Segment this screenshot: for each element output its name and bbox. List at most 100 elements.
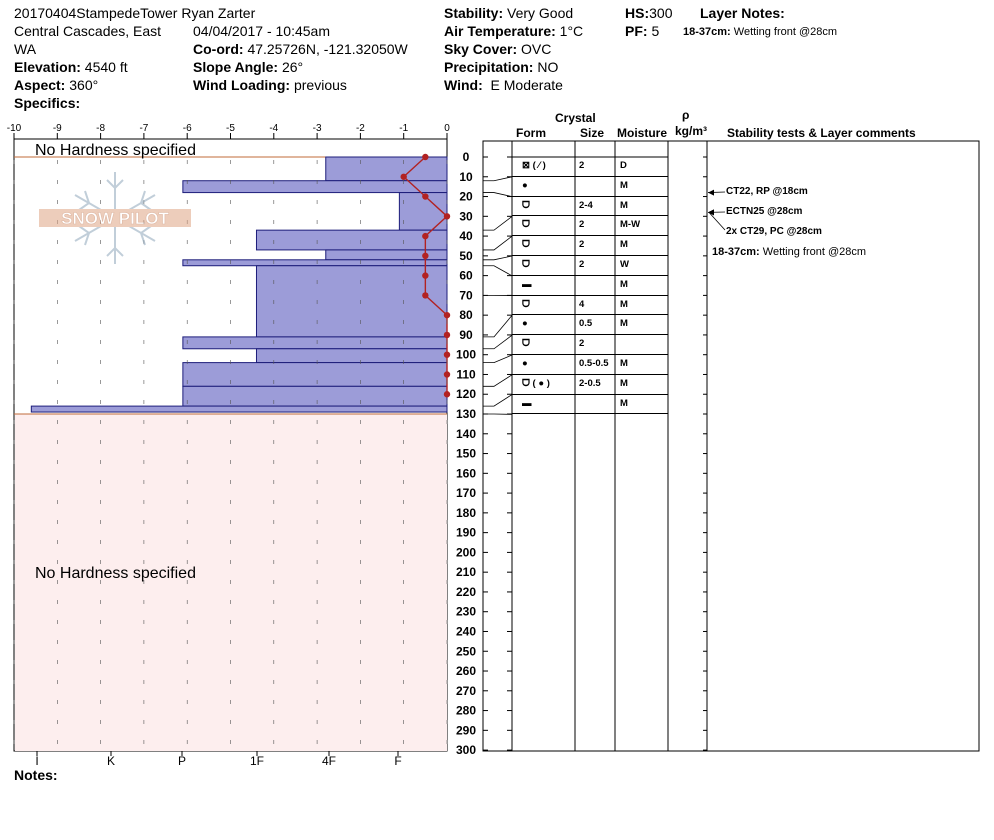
layer-row: ᗜ 4 M xyxy=(512,296,668,316)
layer-size: 2 xyxy=(579,338,585,350)
temp-tick-label: -9 xyxy=(53,123,62,134)
depth-tick-label: 40 xyxy=(459,229,473,243)
temp-tick-label: -8 xyxy=(96,123,105,134)
aspect: Aspect: 360° xyxy=(14,76,98,94)
elevation-label: Elevation: xyxy=(14,59,81,75)
temperature-point xyxy=(422,292,429,299)
sky-cover: Sky Cover: OVC xyxy=(444,40,551,58)
sky-label: Sky Cover: xyxy=(444,41,518,57)
layer-size: 2-0.5 xyxy=(579,377,601,389)
layer-row: ▬ M xyxy=(512,276,668,296)
layer-notes-label: Layer Notes: xyxy=(700,5,785,21)
layer-form: ▬ xyxy=(522,397,532,409)
logo-banner xyxy=(39,209,191,227)
layer-row: ▬ M xyxy=(512,395,668,415)
stability-arrowhead xyxy=(708,189,714,196)
depth-tick-label: 220 xyxy=(456,585,476,599)
layer-moisture: M xyxy=(620,397,628,409)
temp-tick-label: -5 xyxy=(226,123,235,134)
depth-tick-label: 190 xyxy=(456,526,476,540)
stability-value: Very Good xyxy=(507,5,574,21)
stability-label: Stability: xyxy=(444,5,504,21)
specifics-label: Specifics: xyxy=(14,95,81,111)
layer-connector xyxy=(483,176,513,182)
hardness-tick-label: K xyxy=(107,754,115,768)
hardness-bar xyxy=(182,259,448,267)
stability-test-comment: CT22, RP @18cm xyxy=(726,186,808,197)
temperature-point xyxy=(422,193,429,200)
aspect-value: 360° xyxy=(69,77,99,93)
layer-form: ᗜ xyxy=(522,259,530,270)
hs: HS:300 xyxy=(625,4,672,22)
layer-row: ᗜ 2-4 M xyxy=(512,197,668,217)
hs-value: 300 xyxy=(649,5,673,21)
slope-angle: Slope Angle: 26° xyxy=(193,58,303,76)
air-temperature: Air Temperature: 1°C xyxy=(444,22,583,40)
hardness-tick-label: 1F xyxy=(250,754,264,768)
snowpilot-logo: SNOW PILOT xyxy=(39,172,191,264)
hardness-bar xyxy=(255,265,448,338)
depth-tick-label: 0 xyxy=(463,150,470,164)
form-heading: Form xyxy=(516,126,546,140)
layer-moisture: M xyxy=(620,239,628,251)
temperature-point xyxy=(422,153,429,161)
wind: Wind: E Moderate xyxy=(444,76,563,94)
moisture-heading: Moisture xyxy=(617,126,668,140)
layer-connector xyxy=(483,255,513,261)
layer-size: 0.5 xyxy=(579,318,593,330)
temperature-point xyxy=(400,173,407,180)
stability-comments-heading: Stability tests & Layer comments xyxy=(727,126,916,140)
temperature-point xyxy=(443,351,451,358)
air-temp-value: 1°C xyxy=(559,23,584,39)
hardness-bar xyxy=(182,336,448,350)
layer-connector xyxy=(483,334,513,350)
temp-tick-label: -1 xyxy=(399,123,408,134)
layer-row: ᗜ 2 M-W xyxy=(512,216,668,237)
hs-label: HS: xyxy=(625,5,650,21)
no-hardness-label-top: No Hardness specified xyxy=(35,142,196,159)
depth-tick-label: 280 xyxy=(456,704,476,718)
layer-moisture: M xyxy=(620,278,628,290)
layer-notes-heading: Layer Notes: xyxy=(700,4,785,22)
temp-tick-label: -7 xyxy=(139,123,148,134)
temperature-point xyxy=(443,311,451,319)
elevation: Elevation: 4540 ft xyxy=(14,58,128,76)
elevation-value: 4540 ft xyxy=(84,59,128,75)
wind-value: E Moderate xyxy=(490,77,563,93)
sky-value: OVC xyxy=(521,41,552,57)
density-heading: ρ xyxy=(682,108,690,122)
depth-tick-label: 230 xyxy=(456,605,476,619)
layer-note-text: Wetting front @28cm xyxy=(733,26,838,38)
pf: PF: 5 xyxy=(625,22,659,40)
notes-label: Notes: xyxy=(14,767,58,783)
precip-label: Precipitation: xyxy=(444,59,534,75)
layer-moisture: M xyxy=(620,318,628,330)
temperature-point xyxy=(443,213,451,220)
depth-tick-label: 140 xyxy=(456,427,476,441)
wind-loading-value: previous xyxy=(293,77,347,93)
temperature-point xyxy=(443,391,451,398)
layer-row: ● 0.5-0.5 M xyxy=(512,355,668,375)
layer-moisture: M-W xyxy=(620,219,641,231)
layer-table-frame xyxy=(482,140,980,752)
layer-comment-depth: 18-37cm: xyxy=(712,246,760,258)
crystal-heading: Crystal xyxy=(555,111,596,125)
layer-moisture: M xyxy=(620,377,628,389)
logo-text: SNOW PILOT xyxy=(61,209,169,228)
layer-size: 2-4 xyxy=(579,199,593,211)
layer-note: 18-37cm: Wetting front @28cm xyxy=(683,23,837,41)
air-temp-label: Air Temperature: xyxy=(444,23,556,39)
slope-value: 26° xyxy=(281,59,304,75)
depth-tick-label: 130 xyxy=(456,407,476,421)
stability: Stability: Very Good xyxy=(444,4,573,22)
layer-form: ᗜ xyxy=(522,199,530,211)
hardness-bar xyxy=(182,362,448,387)
pf-label: PF: xyxy=(625,23,648,39)
hardness-bar xyxy=(325,156,448,182)
temp-tick-label: -3 xyxy=(313,123,322,134)
depth-tick-label: 80 xyxy=(459,308,473,322)
layer-size: 0.5-0.5 xyxy=(579,358,609,369)
aspect-label: Aspect: xyxy=(14,77,66,93)
layer-form: ᗜ xyxy=(522,338,530,350)
depth-tick-label: 90 xyxy=(459,328,473,342)
